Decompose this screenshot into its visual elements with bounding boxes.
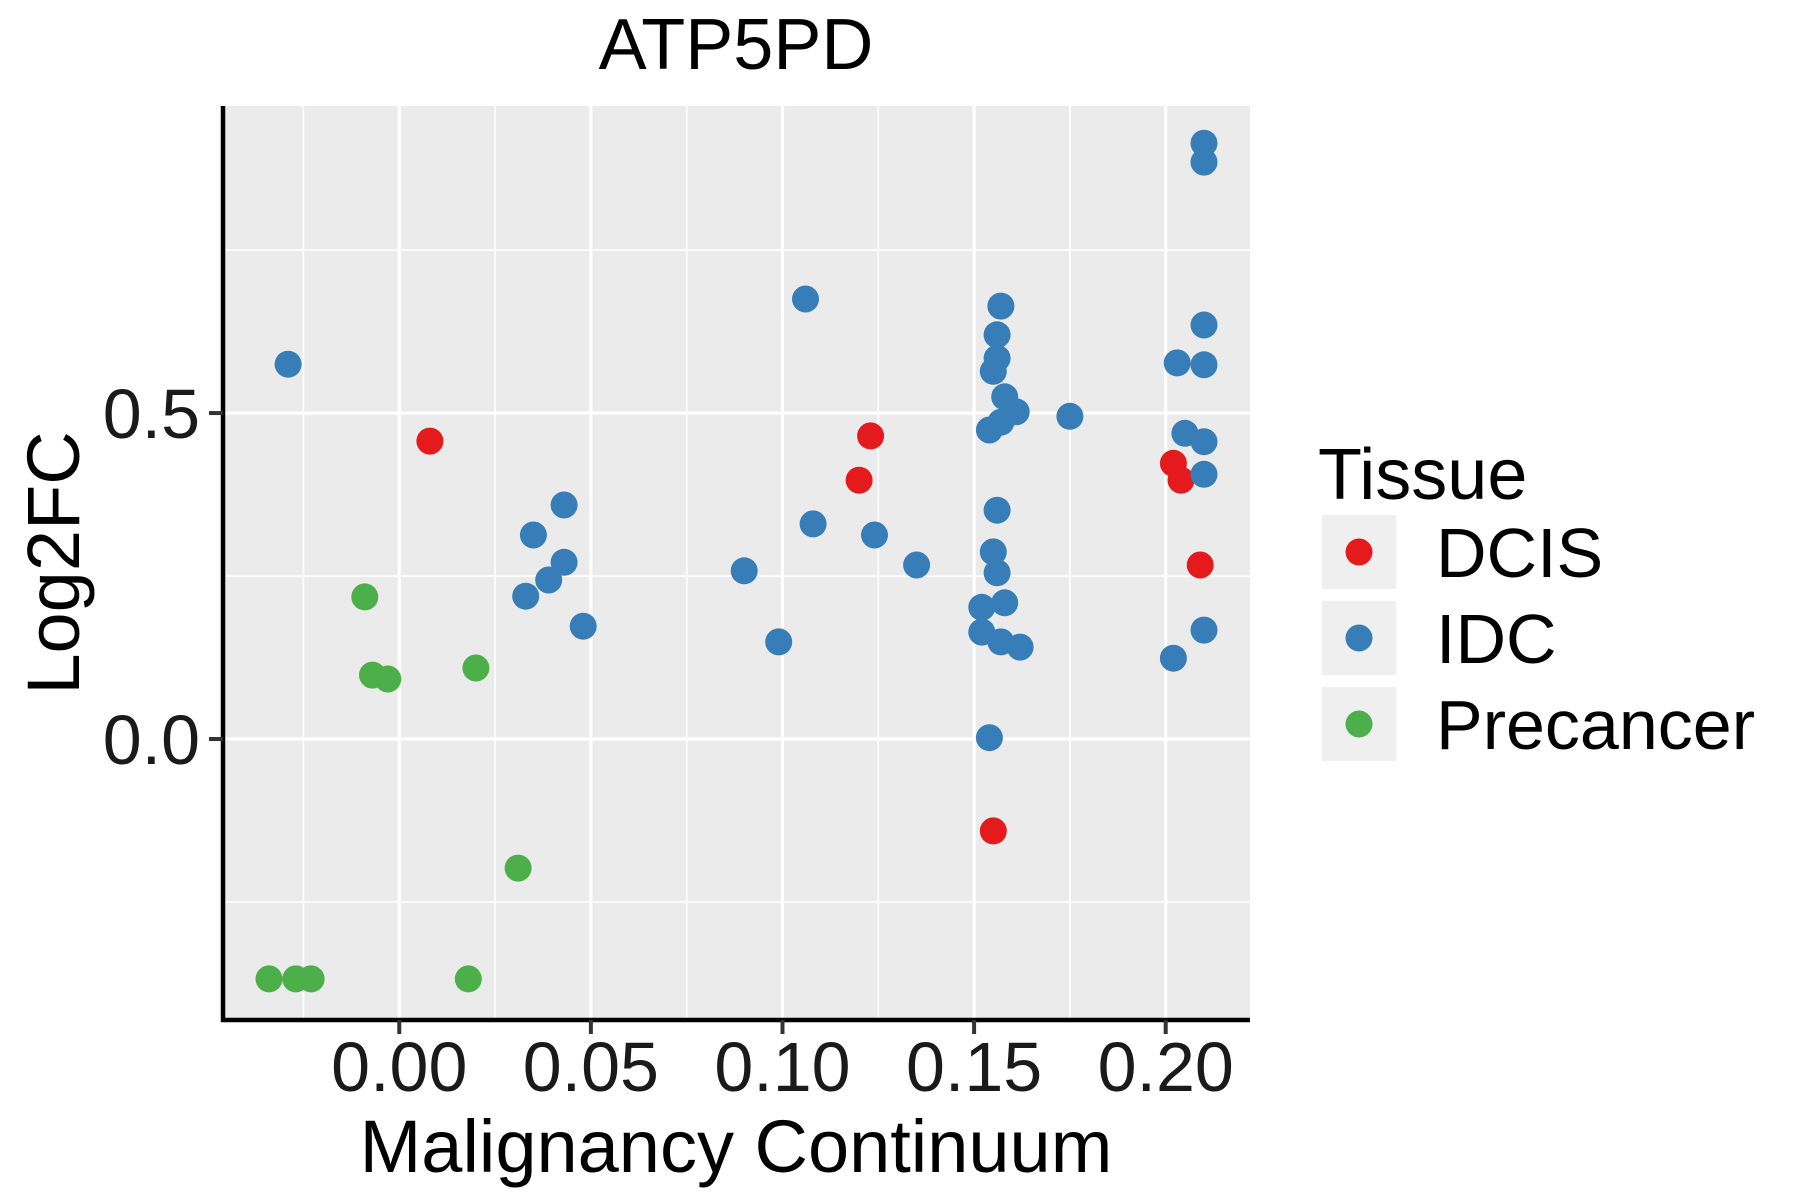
y-tick-label: 0.0 bbox=[103, 701, 200, 779]
data-point bbox=[983, 496, 1011, 524]
series-idc bbox=[274, 129, 1218, 752]
data-point bbox=[351, 583, 379, 611]
data-point bbox=[1186, 551, 1214, 579]
data-point bbox=[979, 538, 1007, 566]
data-point bbox=[1190, 460, 1218, 488]
data-point bbox=[1190, 428, 1218, 456]
data-point bbox=[903, 551, 931, 579]
x-tick-label: 0.00 bbox=[331, 1028, 467, 1106]
legend-item-precancer: Precancer bbox=[1322, 686, 1755, 764]
data-point bbox=[274, 350, 302, 378]
legend-key-dot bbox=[1345, 710, 1373, 738]
data-point bbox=[416, 427, 444, 455]
data-point bbox=[765, 628, 793, 656]
y-tick-label: 0.5 bbox=[103, 375, 200, 453]
data-point bbox=[535, 566, 563, 594]
data-point bbox=[1190, 616, 1218, 644]
x-tick-label: 0.15 bbox=[906, 1028, 1042, 1106]
data-point bbox=[975, 724, 1003, 752]
legend-item-dcis: DCIS bbox=[1322, 514, 1603, 592]
data-point bbox=[297, 965, 325, 993]
data-point bbox=[504, 854, 532, 882]
plot-title: ATP5PD bbox=[599, 5, 874, 85]
data-point bbox=[1006, 633, 1034, 661]
legend-item-label: DCIS bbox=[1436, 514, 1603, 592]
series-dcis bbox=[416, 422, 1214, 845]
data-point bbox=[374, 665, 402, 693]
points-layer bbox=[255, 129, 1218, 993]
data-point bbox=[462, 654, 490, 682]
x-axis-label: Malignancy Continuum bbox=[360, 1105, 1113, 1188]
data-point bbox=[861, 521, 888, 549]
data-point bbox=[1190, 148, 1218, 176]
data-point bbox=[454, 965, 482, 993]
legend: Tissue DCIS IDC Precancer bbox=[1318, 435, 1755, 764]
y-axis-label: Log2FC bbox=[12, 431, 95, 694]
data-point bbox=[979, 357, 1007, 385]
data-point bbox=[857, 422, 885, 450]
legend-key-dot bbox=[1345, 624, 1373, 652]
grid-layer bbox=[223, 106, 1250, 1020]
data-point bbox=[1190, 311, 1218, 339]
data-point bbox=[845, 466, 873, 494]
data-point bbox=[550, 491, 578, 519]
legend-items: DCIS IDC Precancer bbox=[1322, 514, 1755, 764]
data-point bbox=[1190, 129, 1218, 157]
series-precancer bbox=[255, 583, 532, 993]
x-tick-label: 0.05 bbox=[523, 1028, 659, 1106]
data-point bbox=[1190, 351, 1218, 379]
data-point bbox=[987, 292, 1015, 320]
data-point bbox=[991, 589, 1019, 617]
data-point bbox=[975, 416, 1003, 444]
x-tick-label: 0.10 bbox=[714, 1028, 850, 1106]
data-point bbox=[569, 612, 597, 640]
data-point bbox=[1163, 349, 1191, 377]
x-tick-label: 0.20 bbox=[1098, 1028, 1234, 1106]
data-point bbox=[799, 510, 827, 538]
data-point bbox=[519, 521, 547, 549]
data-point bbox=[983, 559, 1011, 587]
legend-item-idc: IDC bbox=[1322, 600, 1557, 678]
legend-title: Tissue bbox=[1318, 435, 1527, 515]
data-point bbox=[255, 965, 283, 993]
data-point bbox=[1167, 466, 1195, 494]
data-point bbox=[983, 321, 1011, 349]
data-point bbox=[979, 817, 1007, 845]
data-point bbox=[512, 582, 540, 610]
legend-item-label: IDC bbox=[1436, 600, 1557, 678]
data-point bbox=[1159, 644, 1187, 672]
data-point bbox=[730, 557, 758, 585]
legend-key-dot bbox=[1345, 538, 1373, 566]
data-point bbox=[968, 593, 996, 621]
axis-layer: 0.00 0.05 0.10 0.15 0.20 0.0 0.5 bbox=[103, 106, 1250, 1106]
legend-item-label: Precancer bbox=[1436, 686, 1755, 764]
data-point bbox=[550, 548, 578, 576]
data-point bbox=[792, 285, 819, 313]
data-point bbox=[1056, 402, 1084, 430]
